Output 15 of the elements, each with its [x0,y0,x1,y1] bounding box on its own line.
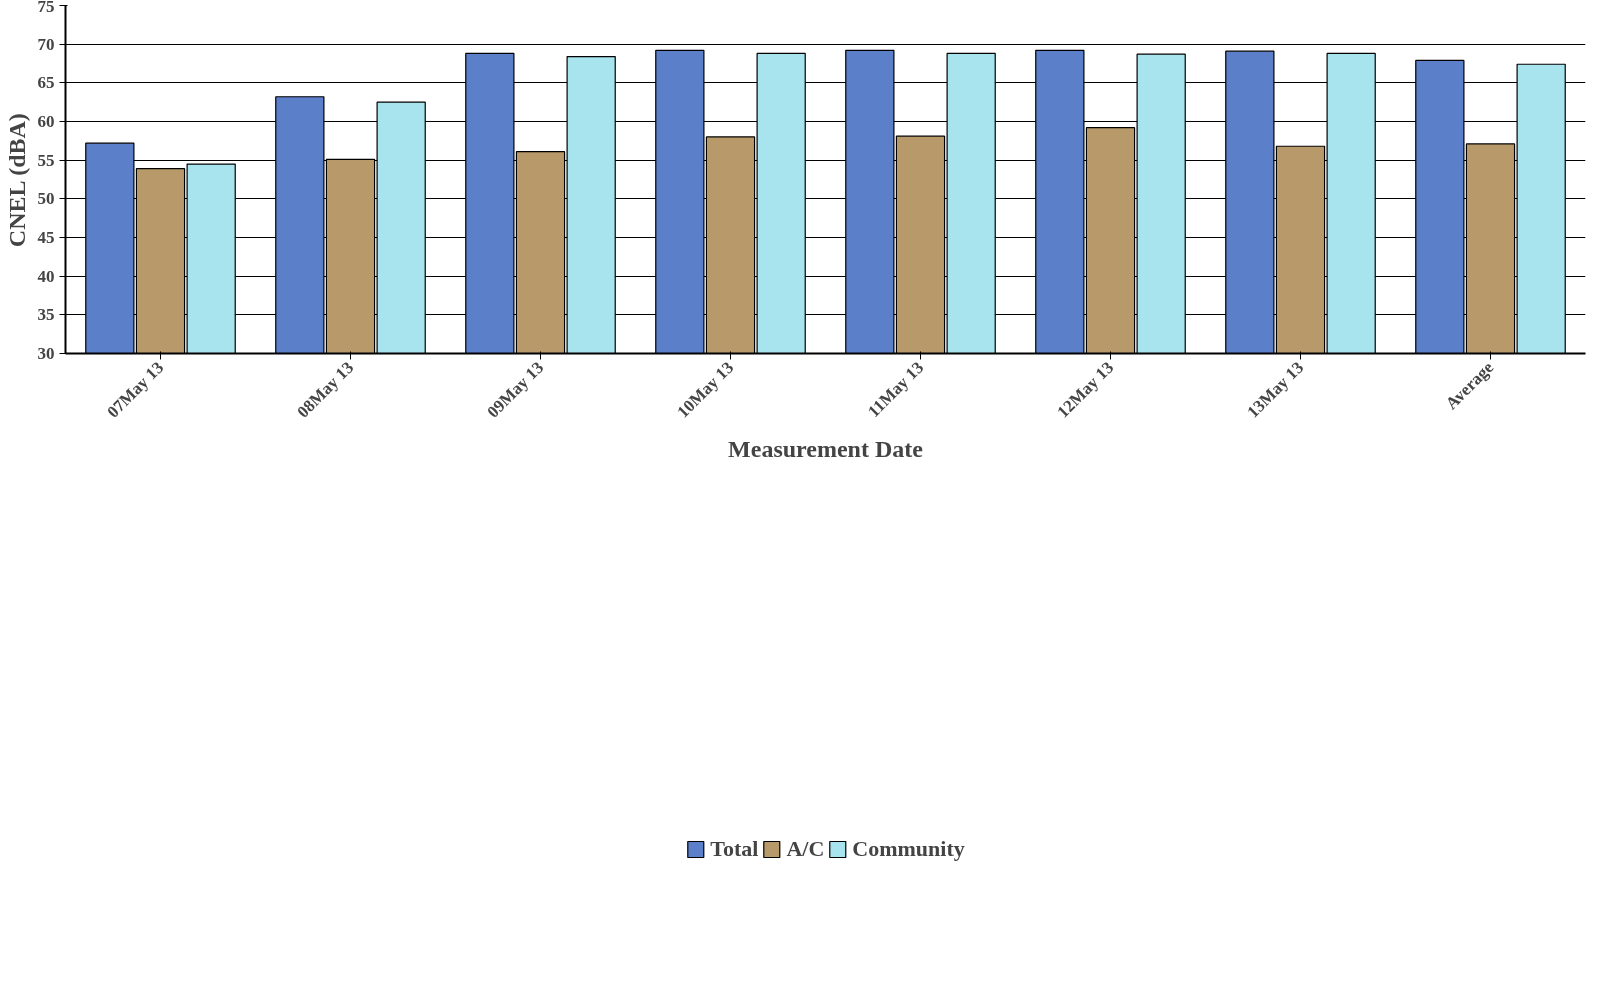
y-tick-label: 45 [37,228,55,247]
y-axis-title: CNEL (dBA) [3,113,30,248]
y-tick-label: 30 [37,344,55,363]
y-tick-label: 60 [37,112,55,131]
y-tick-label: 70 [37,34,55,54]
y-tick-label: 40 [37,266,55,286]
y-tick-label: 65 [37,73,55,93]
y-tick-label: 35 [37,305,55,325]
y-tick-label: 55 [37,150,55,170]
legend-label: Total [710,835,759,862]
legend-label: A/C [786,835,825,862]
legend-label: Community [852,835,965,862]
y-tick-label: 50 [37,189,55,209]
x-axis-title: Measurement Date [728,436,924,463]
y-tick-label: 75 [37,0,55,16]
